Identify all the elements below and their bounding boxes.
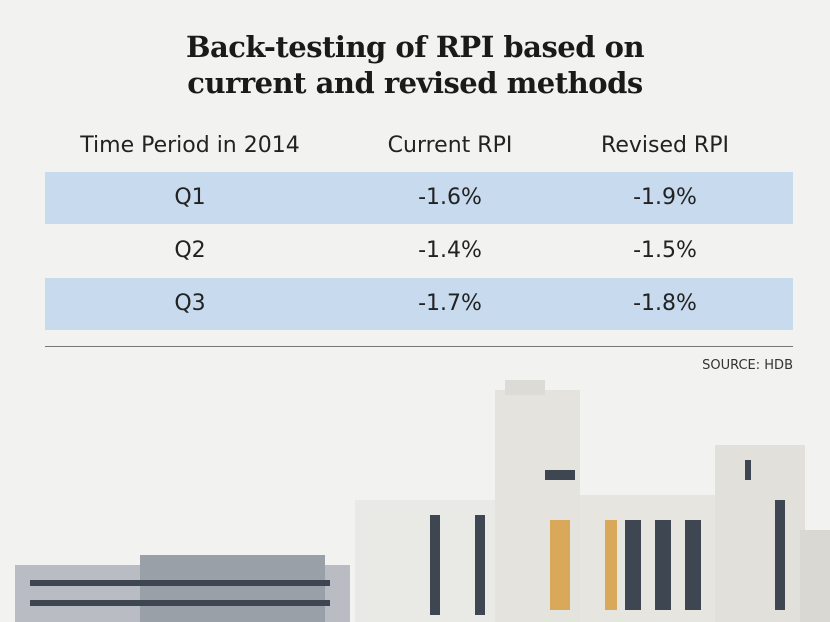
title-line: Back-testing of RPI based on (185, 30, 645, 64)
table-cell: -1.7% (418, 291, 482, 316)
table-cell: -1.6% (418, 185, 482, 210)
title-line: current and revised methods (187, 66, 643, 100)
row-band (45, 172, 793, 224)
table-cell: -1.4% (418, 238, 482, 263)
table-cell: -1.9% (633, 185, 697, 210)
table-cell: Q1 (174, 185, 206, 210)
table-rule (45, 346, 793, 347)
column-header: Time Period in 2014 (80, 133, 300, 158)
column-header: Revised RPI (601, 133, 729, 158)
table-cell: Q2 (174, 238, 206, 263)
row-band (45, 278, 793, 330)
source: SOURCE: HDB (702, 358, 793, 373)
table-cell: -1.8% (633, 291, 697, 316)
column-header: Current RPI (387, 133, 513, 158)
table-cell: Q3 (174, 291, 206, 316)
table-cell: -1.5% (633, 238, 697, 263)
